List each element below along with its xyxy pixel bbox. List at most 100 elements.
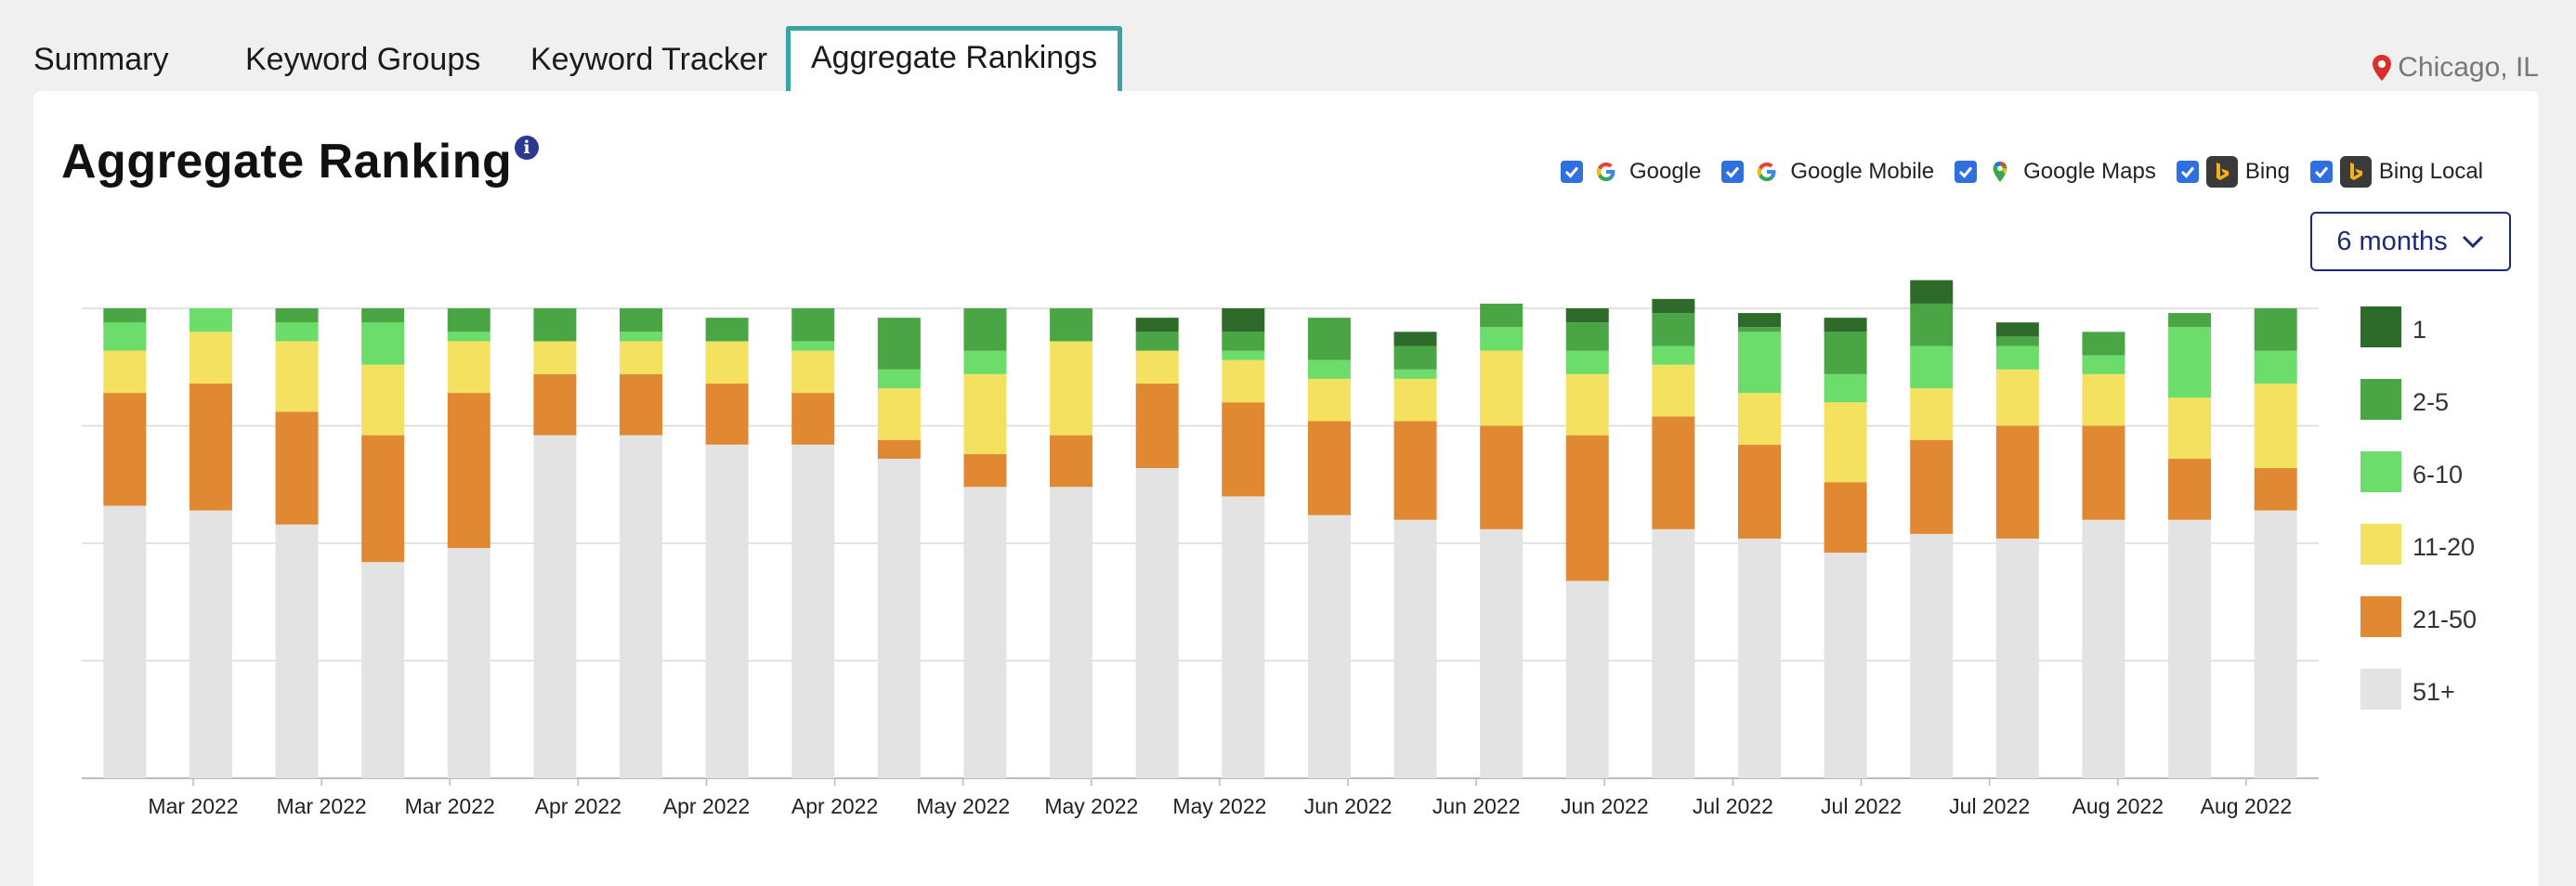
bar-segment-21-50 bbox=[1307, 421, 1351, 515]
engine-filters: Google Google Mobile Google Maps Bing bbox=[1560, 156, 2483, 188]
x-tick-label: Mar 2022 bbox=[405, 794, 495, 818]
bar-segment-51+ bbox=[877, 458, 921, 778]
filter-bing-label: Bing bbox=[2244, 159, 2290, 184]
x-tick-label: Jun 2022 bbox=[1432, 794, 1521, 818]
bar-segment-6-10 bbox=[447, 332, 490, 342]
bar-segment-6-10 bbox=[791, 341, 835, 351]
legend-swatch bbox=[2360, 451, 2401, 492]
bar-segment-21-50 bbox=[103, 393, 147, 506]
tab-keyword-tracker[interactable]: Keyword Tracker bbox=[530, 42, 768, 77]
range-select-label: 6 months bbox=[2336, 226, 2448, 256]
filter-google-maps-label: Google Maps bbox=[2023, 159, 2156, 184]
bar-segment-1 bbox=[1738, 313, 1781, 328]
bar-segment-51+ bbox=[2168, 519, 2212, 778]
bar-segment-11-20 bbox=[791, 350, 835, 394]
bar-segment-2-5 bbox=[2168, 313, 2212, 328]
bar-segment-2-5 bbox=[2254, 308, 2297, 351]
bar-segment-6-10 bbox=[1393, 369, 1437, 379]
filter-bing-local[interactable]: Bing Local bbox=[2309, 156, 2483, 188]
bar-segment-11-20 bbox=[1738, 393, 1781, 445]
checkbox-bing-local[interactable] bbox=[2309, 161, 2333, 183]
checkbox-google[interactable] bbox=[1560, 161, 1583, 183]
bar-segment-2-5 bbox=[447, 308, 490, 332]
bar-segment-6-10 bbox=[1480, 327, 1523, 351]
tab-aggregate-rankings[interactable]: Aggregate Rankings bbox=[786, 26, 1123, 91]
x-tick-label: Jul 2022 bbox=[1949, 794, 2030, 818]
tab-summary[interactable]: Summary bbox=[33, 42, 169, 77]
bar-segment-6-10 bbox=[275, 322, 319, 342]
bar-segment-51+ bbox=[103, 505, 147, 778]
bar-segment-21-50 bbox=[1738, 444, 1781, 539]
google-icon bbox=[1590, 156, 1622, 188]
bar-segment-11-20 bbox=[2168, 397, 2212, 459]
bar-segment-51+ bbox=[705, 444, 749, 778]
bar-segment-51+ bbox=[1565, 580, 1609, 778]
bar-segment-1 bbox=[1824, 318, 1867, 332]
bar-segment-11-20 bbox=[1393, 378, 1437, 422]
x-tick-label: Jun 2022 bbox=[1304, 794, 1393, 818]
bar-segment-6-10 bbox=[1307, 359, 1351, 379]
bar-segment-11-20 bbox=[1480, 350, 1523, 426]
bing-icon bbox=[2339, 156, 2372, 188]
x-tick-label: Jul 2022 bbox=[1821, 794, 1902, 818]
location-indicator[interactable]: Chicago, IL bbox=[2372, 52, 2539, 84]
bar-segment-2-5 bbox=[1995, 336, 2039, 346]
bar-segment-2-5 bbox=[705, 318, 749, 342]
legend-swatch bbox=[2360, 306, 2401, 347]
bar-segment-6-10 bbox=[189, 308, 232, 332]
bar-segment-2-5 bbox=[1910, 303, 1954, 346]
location-label: Chicago, IL bbox=[2398, 52, 2539, 83]
bar-segment-1 bbox=[1565, 308, 1609, 323]
bar-segment-21-50 bbox=[1050, 435, 1093, 488]
x-tick-label: Apr 2022 bbox=[535, 794, 621, 818]
bar-segment-51+ bbox=[2254, 510, 2297, 778]
bar-segment-21-50 bbox=[2254, 468, 2297, 511]
bar-segment-6-10 bbox=[1565, 350, 1609, 374]
legend-swatch bbox=[2360, 379, 2401, 420]
bar-segment-51+ bbox=[1307, 515, 1351, 778]
bar-segment-2-5 bbox=[275, 308, 319, 323]
legend-swatch bbox=[2360, 669, 2401, 710]
bar-segment-21-50 bbox=[1135, 383, 1179, 469]
legend-swatch bbox=[2360, 524, 2401, 565]
bar-segment-21-50 bbox=[1393, 421, 1437, 520]
bar-segment-51+ bbox=[963, 487, 1007, 778]
x-tick-label: Mar 2022 bbox=[148, 794, 238, 818]
bar-segment-11-20 bbox=[103, 350, 147, 394]
bar-segment-11-20 bbox=[2082, 373, 2125, 426]
filter-google[interactable]: Google bbox=[1560, 156, 1701, 188]
checkbox-google-mobile[interactable] bbox=[1721, 161, 1745, 183]
bar-segment-21-50 bbox=[361, 435, 405, 563]
bar-segment-51+ bbox=[1393, 519, 1437, 778]
range-select[interactable]: 6 months bbox=[2310, 212, 2511, 271]
bar-segment-6-10 bbox=[1652, 345, 1695, 365]
filter-google-mobile[interactable]: Google Mobile bbox=[1721, 156, 1934, 188]
bar-segment-2-5 bbox=[1738, 327, 1781, 332]
bar-segment-6-10 bbox=[620, 332, 662, 342]
x-tick-label: Apr 2022 bbox=[663, 794, 750, 818]
bar-segment-21-50 bbox=[1995, 425, 2039, 539]
bar-segment-6-10 bbox=[1738, 332, 1781, 394]
tab-keyword-groups[interactable]: Keyword Groups bbox=[245, 42, 481, 77]
bar-segment-6-10 bbox=[963, 350, 1007, 374]
bar-segment-11-20 bbox=[620, 341, 662, 374]
bar-segment-6-10 bbox=[2254, 350, 2297, 384]
legend-label: 2-5 bbox=[2413, 388, 2449, 416]
bar-segment-6-10 bbox=[2168, 327, 2212, 398]
bar-segment-11-20 bbox=[1824, 402, 1867, 483]
filter-bing[interactable]: Bing bbox=[2176, 156, 2290, 188]
bar-segment-21-50 bbox=[620, 373, 662, 436]
bar-segment-2-5 bbox=[1222, 332, 1265, 351]
bar-segment-1 bbox=[1995, 322, 2039, 337]
bar-segment-21-50 bbox=[963, 453, 1007, 488]
bar-segment-21-50 bbox=[705, 383, 749, 445]
x-tick-label: May 2022 bbox=[916, 794, 1010, 818]
checkbox-google-maps[interactable] bbox=[1955, 161, 1978, 183]
legend-label: 6-10 bbox=[2413, 461, 2463, 489]
checkbox-bing[interactable] bbox=[2176, 161, 2199, 183]
info-icon[interactable]: i bbox=[515, 136, 539, 160]
bar-segment-6-10 bbox=[1995, 345, 2039, 370]
bar-segment-2-5 bbox=[1135, 332, 1179, 351]
filter-google-maps[interactable]: Google Maps bbox=[1955, 156, 2156, 188]
google-icon bbox=[1751, 156, 1783, 188]
